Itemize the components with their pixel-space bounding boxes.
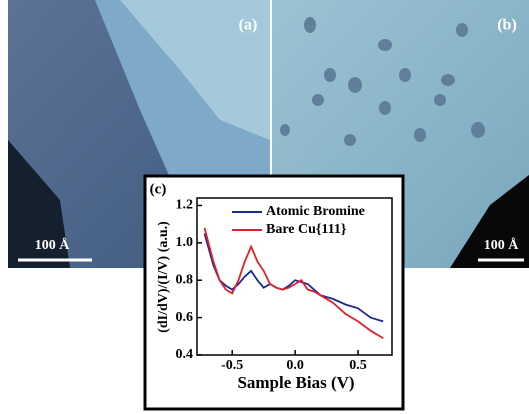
y-axis-label: (dI/dV)/(I/V) (a.u.) bbox=[156, 221, 171, 333]
series-line bbox=[203, 227, 384, 339]
y-tick-label: 1.0 bbox=[176, 235, 194, 250]
inset-chart: (c) Sample Bias (V) (dI/dV)/(I/V) (a.u.) bbox=[143, 174, 405, 411]
x-axis-label: Sample Bias (V) bbox=[237, 373, 354, 392]
y-tick-label: 0.8 bbox=[176, 272, 194, 287]
y-tick-label: 1.2 bbox=[176, 198, 194, 213]
legend-label: Atomic Bromine bbox=[266, 204, 365, 219]
panel-label: (a) bbox=[239, 17, 258, 34]
x-tick-label: 0.5 bbox=[349, 358, 367, 373]
terrace bbox=[120, 0, 270, 140]
panel-label: (b) bbox=[497, 17, 517, 34]
legend-label: Bare Cu{111} bbox=[266, 222, 347, 237]
edge bbox=[450, 175, 529, 268]
x-tick-label: -0.5 bbox=[221, 358, 243, 373]
scale-label: 100 Å bbox=[484, 237, 520, 253]
y-tick-label: 0.6 bbox=[176, 310, 194, 325]
y-tick-label: 0.4 bbox=[176, 347, 194, 362]
inset-frame bbox=[143, 174, 405, 411]
x-tick-label: 0.0 bbox=[286, 358, 304, 373]
panel-label: (c) bbox=[150, 181, 167, 197]
pit bbox=[8, 140, 70, 268]
scale-label: 100 Å bbox=[35, 237, 71, 253]
plot-frame bbox=[196, 197, 393, 356]
